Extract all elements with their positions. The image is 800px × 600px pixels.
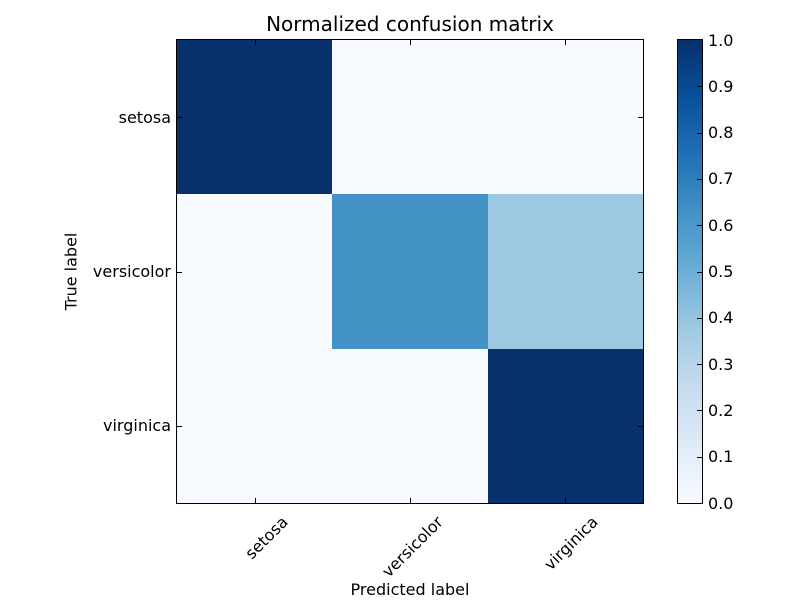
colorbar-tick	[697, 410, 702, 411]
colorbar-tick-label: 0.9	[708, 76, 734, 96]
y-tick-label-versicolor: versicolor	[92, 262, 171, 281]
axis-tick	[255, 40, 256, 45]
axis-tick	[177, 117, 182, 118]
colorbar-tick-label: 0.3	[708, 354, 734, 374]
colorbar-tick-label: 0.1	[708, 447, 734, 467]
colorbar-tick-label: 0.0	[708, 493, 734, 513]
heatmap-cell-versicolor-virginica	[487, 194, 644, 350]
x-axis-label: Predicted label	[350, 580, 470, 599]
heatmap-cell-versicolor-versicolor	[332, 194, 489, 350]
colorbar-gradient	[678, 40, 702, 503]
axis-tick	[565, 40, 566, 45]
colorbar-tick	[697, 179, 702, 180]
heatmap-axes	[176, 39, 644, 504]
heatmap-cell-setosa-virginica	[487, 40, 644, 195]
colorbar-tick	[697, 272, 702, 273]
colorbar-tick	[697, 318, 702, 319]
colorbar-tick	[697, 86, 702, 87]
y-axis-label: True label	[61, 232, 81, 311]
axis-tick	[638, 426, 643, 427]
colorbar-tick	[697, 225, 702, 226]
chart-title: Normalized confusion matrix	[266, 12, 554, 36]
colorbar-tick	[697, 457, 702, 458]
colorbar-tick-label: 0.5	[708, 262, 734, 281]
heatmap-cell-setosa-setosa	[177, 40, 333, 195]
axis-tick	[255, 498, 256, 503]
axis-tick	[177, 272, 182, 273]
axis-tick	[638, 272, 643, 273]
y-tick-label-setosa: setosa	[118, 107, 171, 127]
colorbar-tick	[697, 133, 702, 134]
heatmap-cell-virginica-virginica	[487, 348, 644, 504]
heatmap-cell-versicolor-setosa	[177, 194, 333, 350]
colorbar-tick-label: 0.2	[708, 400, 734, 420]
colorbar-tick-label: 0.6	[708, 215, 734, 235]
heatmap-cell-virginica-versicolor	[332, 348, 489, 504]
colorbar-tick-label: 0.8	[708, 123, 734, 143]
heatmap-cell-virginica-setosa	[177, 348, 333, 504]
colorbar-tick-label: 0.4	[708, 308, 734, 328]
axis-tick	[410, 40, 411, 45]
colorbar-tick	[697, 364, 702, 365]
heatmap-cell-setosa-versicolor	[332, 40, 489, 195]
axis-tick	[638, 117, 643, 118]
y-tick-label-virginica: virginica	[103, 416, 171, 436]
axis-tick	[177, 426, 182, 427]
axis-tick	[410, 498, 411, 503]
axis-tick	[565, 498, 566, 503]
colorbar	[677, 39, 703, 504]
colorbar-tick-label: 1.0	[708, 30, 734, 50]
colorbar-tick-label: 0.7	[708, 169, 734, 189]
